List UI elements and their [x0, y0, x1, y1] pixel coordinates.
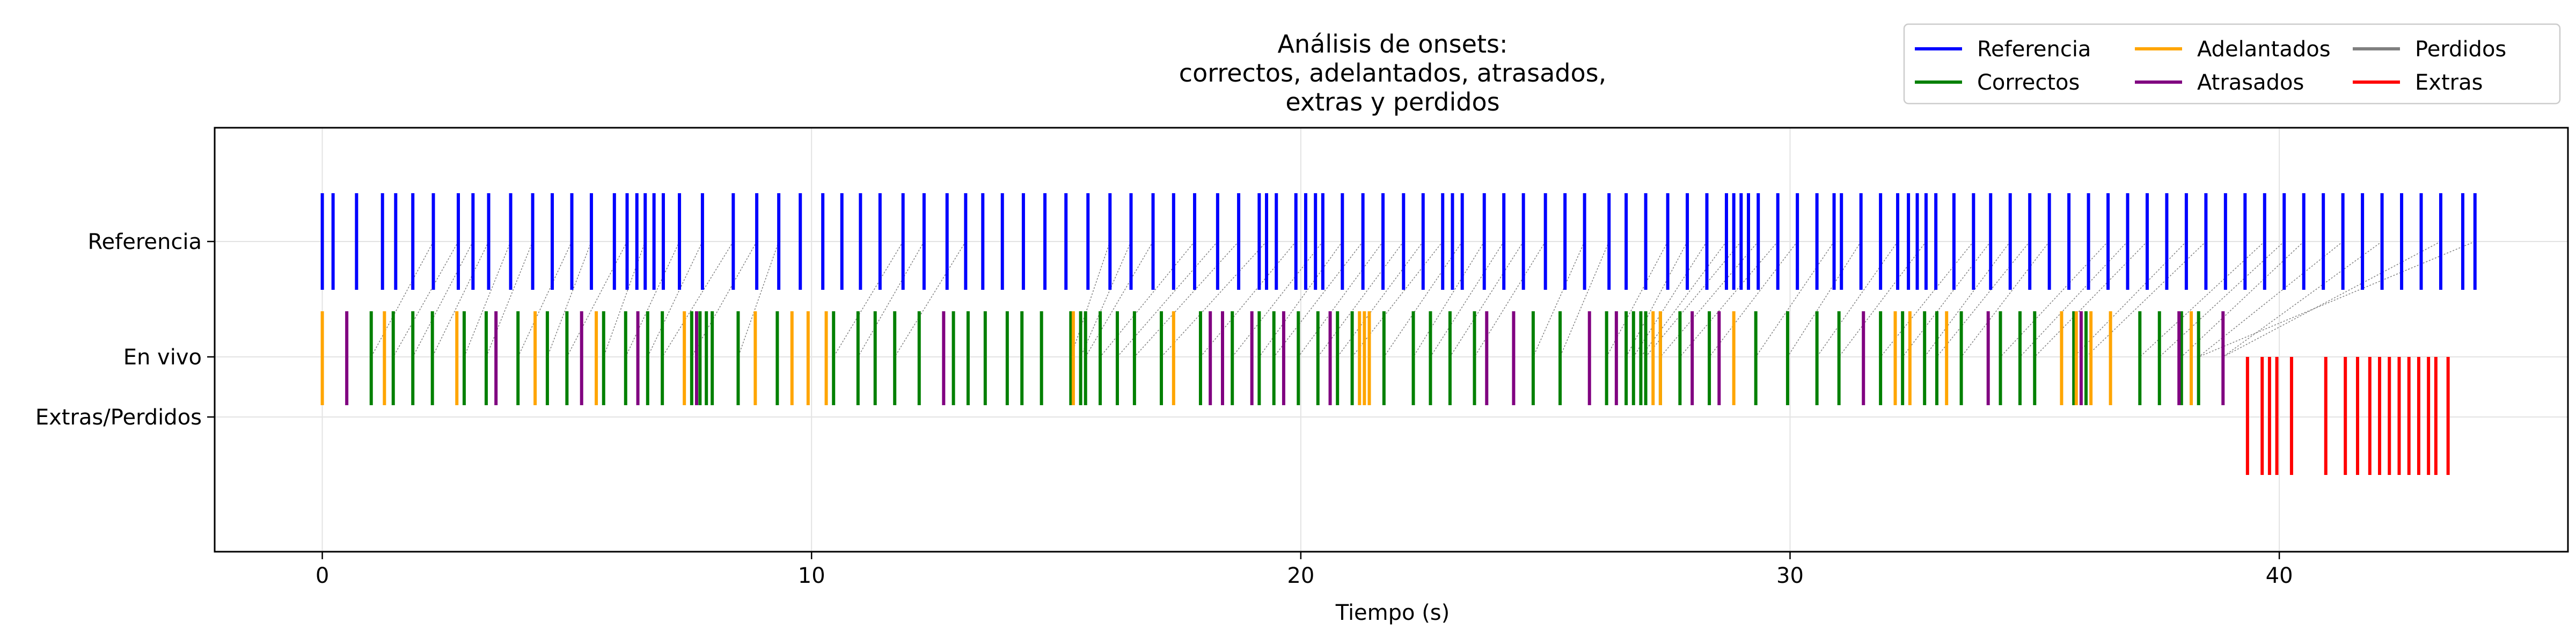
connection-line	[566, 241, 628, 357]
legend-label: Adelantados	[2197, 37, 2331, 62]
connection-line	[517, 241, 573, 357]
connection-line	[547, 241, 592, 357]
x-tick-label: 10	[798, 564, 825, 588]
legend-label: Atrasados	[2197, 70, 2304, 95]
connection-line	[1337, 241, 1424, 357]
connection-line	[1070, 241, 1111, 357]
connection-line	[1258, 241, 1343, 357]
legend-label: Referencia	[1977, 37, 2091, 62]
connection-line	[647, 241, 703, 357]
connection-line	[1560, 241, 1609, 357]
connection-line	[1839, 241, 1927, 357]
connection-line	[1645, 241, 1741, 357]
connection-line	[1318, 241, 1404, 357]
connection-line	[2000, 241, 2109, 357]
connection-line	[371, 241, 434, 357]
connection-line	[1787, 241, 1862, 357]
connection-line	[1085, 241, 1154, 357]
y-tick-label: Referencia	[88, 230, 202, 254]
connection-line	[2139, 241, 2265, 357]
plot-frame	[214, 127, 2569, 553]
connection-line	[858, 241, 925, 357]
connection-line	[1679, 241, 1779, 357]
connection-line	[1660, 241, 1759, 357]
connection-line	[737, 241, 779, 357]
y-tick-label: Extras/Perdidos	[35, 405, 202, 430]
connection-line	[2181, 241, 2304, 357]
connection-line	[393, 241, 459, 357]
connection-line	[486, 241, 533, 357]
title-line-1: Análisis de onsets:	[1278, 30, 1508, 58]
connection-line	[2222, 241, 2441, 357]
title-line-3: extras y perdidos	[1285, 87, 1499, 116]
connection-line	[1161, 241, 1267, 357]
legend-label: Extras	[2415, 70, 2483, 95]
chart-title: Análisis de onsets: correctos, adelantad…	[1179, 30, 1606, 116]
connection-line	[2019, 241, 2128, 357]
connection-line	[691, 241, 757, 357]
connection-line	[464, 241, 511, 357]
connection-line	[1936, 241, 2030, 357]
y-tick-label: En vivo	[123, 345, 202, 370]
legend-label: Perdidos	[2415, 37, 2506, 62]
connection-line	[412, 241, 474, 357]
x-tick-label: 20	[1287, 564, 1314, 588]
x-axis-label: Tiempo (s)	[1335, 601, 1450, 625]
connection-line	[1640, 241, 1727, 357]
connection-line	[1924, 241, 2011, 357]
connection-line	[2198, 241, 2476, 357]
connection-line	[2085, 241, 2206, 357]
connection-line	[1200, 241, 1297, 357]
connection-line	[1298, 241, 1384, 357]
connection-line	[1817, 241, 1898, 357]
connection-line	[1606, 241, 1668, 357]
legend-label: Correctos	[1977, 70, 2080, 95]
connection-line	[1134, 241, 1239, 357]
x-tick-label: 0	[316, 564, 329, 588]
legend: Referencia Correctos Adelantados Atrasados P…	[1903, 23, 2561, 105]
plot-area: 0 10 20 30 40 Referencia En vivo Extras/Perdido…	[35, 127, 2569, 588]
connection-line	[894, 241, 967, 357]
connection-line	[432, 241, 489, 357]
connection-line	[1384, 241, 1463, 357]
connection-line	[1430, 241, 1504, 357]
connection-line	[662, 241, 734, 357]
connection-line	[2222, 241, 2383, 357]
x-tick-label: 40	[2266, 564, 2293, 588]
connection-line	[1626, 241, 1688, 357]
connection-line	[1413, 241, 1485, 357]
connection-line	[1450, 241, 1524, 357]
connection-line	[1755, 241, 1835, 357]
title-line-2: correctos, adelantados, atrasados,	[1179, 58, 1606, 87]
connection-line	[1100, 241, 1195, 357]
connection-line	[1709, 241, 1798, 357]
connection-line	[2198, 241, 2344, 357]
x-tick-label: 30	[1776, 564, 1804, 588]
connection-line	[2159, 241, 2285, 357]
